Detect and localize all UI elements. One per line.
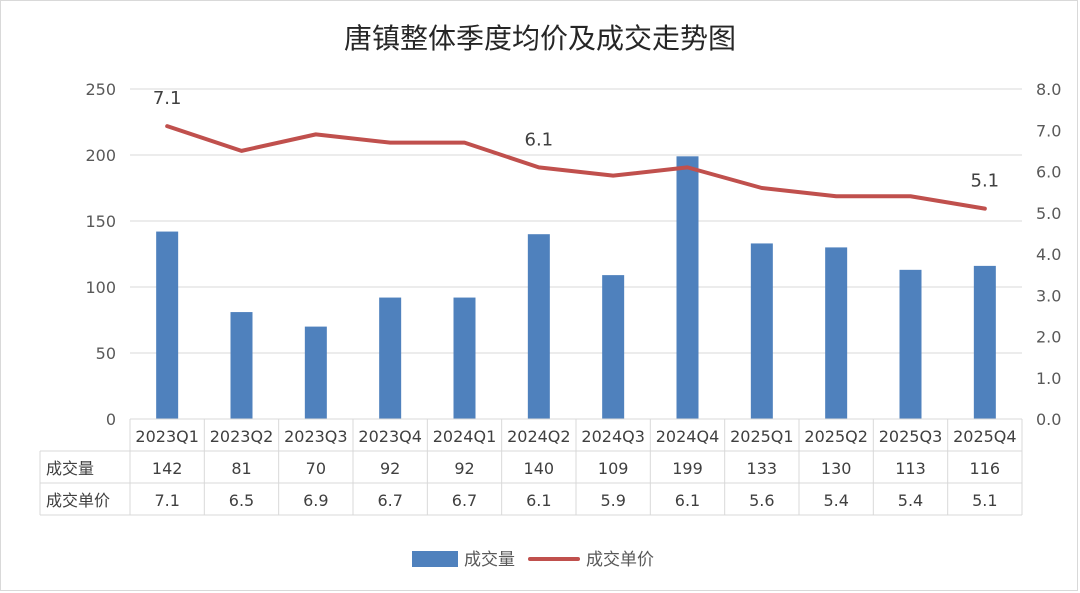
- table-row-header: 成交量: [46, 459, 94, 478]
- category-label: 2024Q1: [433, 427, 497, 446]
- table-cell: 6.1: [526, 491, 551, 510]
- gridlines: [130, 88, 1022, 354]
- line-data-label: 7.1: [153, 88, 182, 109]
- bar: [156, 231, 179, 419]
- category-label: 2023Q1: [135, 427, 199, 446]
- table-cell: 5.4: [898, 491, 923, 510]
- line-series: [165, 124, 987, 211]
- category-label: 2025Q2: [804, 427, 868, 446]
- right-tick-label: 8.0: [1036, 80, 1061, 99]
- bar: [304, 326, 327, 419]
- category-label: 2023Q3: [284, 427, 348, 446]
- bar-series: [156, 156, 996, 419]
- bar: [379, 297, 402, 419]
- right-tick-label: 7.0: [1036, 121, 1061, 140]
- bar: [825, 247, 848, 419]
- table-cell: 92: [380, 459, 400, 478]
- legend-swatch-bar: [412, 551, 458, 567]
- bar: [973, 265, 996, 419]
- table-cell: 140: [524, 459, 555, 478]
- chart-title: 唐镇整体季度均价及成交走势图: [344, 22, 736, 55]
- category-label: 2024Q2: [507, 427, 571, 446]
- table-row-header: 成交单价: [46, 491, 110, 510]
- category-label: 2025Q4: [953, 427, 1017, 446]
- table-cell: 5.6: [749, 491, 774, 510]
- table-cell: 81: [231, 459, 251, 478]
- category-label: 2024Q3: [581, 427, 645, 446]
- legend-label: 成交单价: [586, 550, 654, 570]
- right-axis-ticks: 0.0 1.0 2.0 3.0 4.0 5.0 6.0 7.0 8.0: [1036, 80, 1061, 429]
- bar: [453, 297, 476, 419]
- left-axis-ticks: 0 50 100 150 200 250: [85, 80, 116, 429]
- bar: [899, 269, 922, 419]
- table-cell: 113: [895, 459, 926, 478]
- table-cell: 142: [152, 459, 183, 478]
- table-cell: 130: [821, 459, 852, 478]
- table-cell: 6.1: [675, 491, 700, 510]
- right-tick-label: 4.0: [1036, 245, 1061, 264]
- right-tick-label: 2.0: [1036, 328, 1061, 347]
- legend-label: 成交量: [464, 550, 515, 570]
- right-tick-label: 3.0: [1036, 286, 1061, 305]
- bar: [527, 234, 550, 419]
- left-tick-label: 200: [85, 146, 116, 165]
- table-cell: 109: [598, 459, 629, 478]
- category-label: 2024Q4: [656, 427, 720, 446]
- table-cell: 7.1: [154, 491, 179, 510]
- table-cell: 5.9: [600, 491, 625, 510]
- category-label: 2023Q4: [358, 427, 422, 446]
- table-cell: 70: [306, 459, 326, 478]
- table-cell: 92: [454, 459, 474, 478]
- table-cell: 116: [970, 459, 1001, 478]
- left-tick-label: 150: [85, 212, 116, 231]
- table-cell: 6.5: [229, 491, 254, 510]
- right-tick-label: 1.0: [1036, 369, 1061, 388]
- right-tick-label: 0.0: [1036, 410, 1061, 429]
- category-label: 2025Q3: [879, 427, 943, 446]
- line-data-label: 5.1: [971, 171, 1000, 192]
- table-cell: 5.4: [823, 491, 848, 510]
- right-tick-label: 6.0: [1036, 163, 1061, 182]
- left-tick-label: 250: [85, 80, 116, 99]
- line-path: [165, 124, 987, 211]
- table-cell: 6.9: [303, 491, 328, 510]
- table-cell: 133: [747, 459, 778, 478]
- category-label: 2025Q1: [730, 427, 794, 446]
- left-tick-label: 0: [106, 410, 116, 429]
- data-table: 2023Q1 2023Q2 2023Q3 2023Q4 2024Q1 2024Q2 2024…: [39, 418, 1023, 516]
- left-tick-label: 100: [85, 278, 116, 297]
- line-data-labels: 7.1 6.1 5.1: [153, 88, 999, 192]
- table-cell: 5.1: [972, 491, 997, 510]
- bar: [750, 243, 773, 419]
- bar: [676, 156, 699, 419]
- line-data-label: 6.1: [525, 129, 554, 150]
- table-cell: 6.7: [377, 491, 402, 510]
- bar: [602, 275, 625, 419]
- table-cell: 199: [672, 459, 703, 478]
- category-label: 2023Q2: [210, 427, 274, 446]
- left-tick-label: 50: [96, 344, 116, 363]
- table-cell: 6.7: [452, 491, 477, 510]
- legend: 成交量 成交单价: [412, 550, 654, 570]
- right-tick-label: 5.0: [1036, 204, 1061, 223]
- bar: [230, 312, 253, 419]
